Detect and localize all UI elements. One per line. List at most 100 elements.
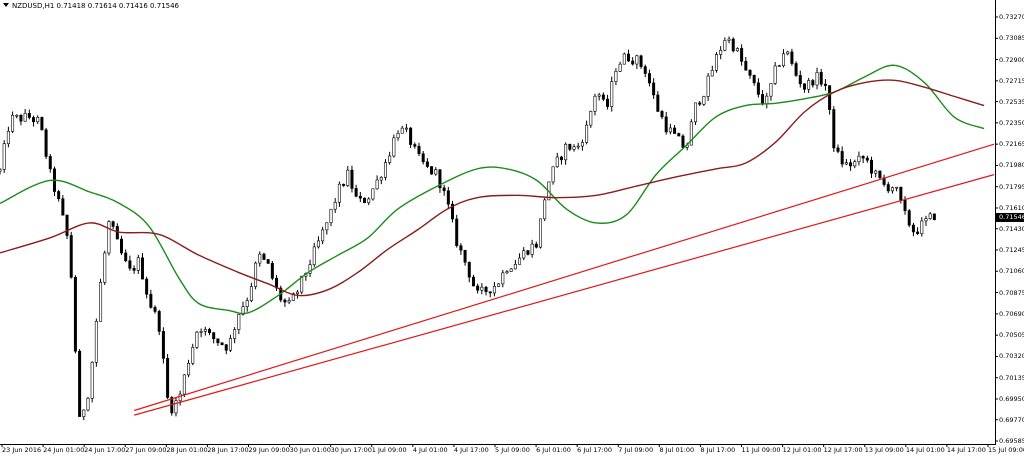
candle-body: [865, 157, 869, 161]
candle-body: [103, 252, 107, 283]
candle-body: [187, 362, 191, 376]
candle: [823, 79, 827, 91]
candle-body: [727, 38, 731, 41]
time-tick-label: 28 Jun 01:00: [166, 446, 208, 454]
candle: [564, 142, 568, 165]
candle-body: [731, 38, 735, 52]
candle: [626, 49, 630, 62]
time-tick-label: 14 Jul 01:00: [905, 446, 945, 454]
candle-body: [115, 226, 119, 240]
candle-body: [86, 397, 90, 411]
candle: [518, 253, 522, 265]
candle-body: [798, 75, 802, 85]
candle: [157, 309, 161, 336]
candle-body: [199, 330, 203, 333]
candle: [895, 186, 899, 192]
candle: [413, 142, 417, 149]
candle-body: [316, 240, 320, 248]
candle: [539, 218, 543, 249]
moving-average-fast-line: [0, 64, 985, 315]
chart-header: NZDUSD,H1 0.71418 0.71614 0.71416 0.7154…: [3, 0, 179, 12]
candle-body: [367, 198, 371, 203]
candle: [698, 100, 702, 106]
candle-body: [78, 350, 82, 417]
candle-body: [740, 48, 744, 62]
candle-body: [836, 147, 840, 152]
candle-body: [61, 198, 65, 216]
candle-body: [857, 155, 861, 162]
candle-body: [593, 95, 597, 112]
candle: [907, 208, 911, 228]
candle-body: [555, 156, 559, 168]
collapse-triangle-icon[interactable]: [3, 3, 9, 7]
candle-body: [924, 218, 928, 222]
candle: [367, 197, 371, 206]
candle: [40, 116, 44, 131]
time-tick-label: 6 Jul 01:00: [536, 446, 571, 454]
candle: [216, 338, 220, 346]
candle: [476, 283, 480, 294]
candle: [430, 166, 434, 175]
candle: [249, 282, 253, 303]
candle: [245, 297, 249, 312]
candle-body: [145, 278, 149, 295]
candle: [513, 259, 517, 270]
candle: [145, 276, 149, 299]
candle: [735, 47, 739, 52]
candle: [601, 92, 605, 102]
time-tick-label: 8 Jul 01:00: [659, 446, 695, 454]
time-tick-label: 27 Jun 09:00: [125, 446, 167, 454]
candle-body: [254, 262, 258, 287]
candle: [321, 226, 325, 245]
candle: [379, 176, 383, 185]
candle-body: [467, 261, 471, 278]
candle-body: [325, 222, 329, 231]
candle-body: [224, 344, 228, 351]
candle: [756, 78, 760, 98]
candle: [673, 124, 677, 134]
candle: [220, 342, 224, 346]
candle-body: [488, 291, 492, 294]
candle: [522, 247, 526, 261]
candle-body: [82, 409, 86, 417]
candle: [140, 252, 144, 280]
candle-body: [153, 307, 157, 312]
candle: [727, 36, 731, 44]
candle-body: [233, 329, 237, 339]
trendlines: [134, 143, 995, 416]
candle-body: [522, 250, 526, 259]
candle: [882, 174, 886, 187]
candle: [383, 159, 387, 181]
candle: [128, 255, 132, 271]
candle-body: [572, 146, 576, 150]
candle-body: [438, 169, 442, 189]
candle-body: [890, 187, 894, 192]
price-tick-label: 0.70875: [999, 288, 1024, 297]
candle: [233, 327, 237, 344]
candle-body: [128, 260, 132, 269]
candle: [337, 181, 341, 207]
candle: [865, 155, 869, 163]
candle-body: [618, 63, 622, 72]
candle-body: [492, 286, 496, 294]
candle-body: [777, 65, 781, 67]
candle-body: [911, 224, 915, 233]
moving-averages: [0, 64, 985, 315]
time-tick-label: 4 Jul 17:00: [453, 446, 489, 454]
candle: [434, 167, 438, 176]
time-tick-label: 30 Jun 01:00: [289, 446, 331, 454]
trendline-1: [134, 143, 995, 412]
candle-body: [539, 218, 543, 248]
trendline-2: [134, 174, 995, 416]
candle-body: [702, 96, 706, 105]
candle-body: [11, 115, 15, 132]
candle-body: [635, 55, 639, 65]
candle: [27, 109, 31, 120]
candle-body: [15, 114, 19, 117]
candle-body: [354, 188, 358, 197]
candle-body: [606, 98, 610, 107]
candle-body: [710, 70, 714, 77]
candle: [639, 54, 643, 69]
candle-body: [819, 72, 823, 85]
